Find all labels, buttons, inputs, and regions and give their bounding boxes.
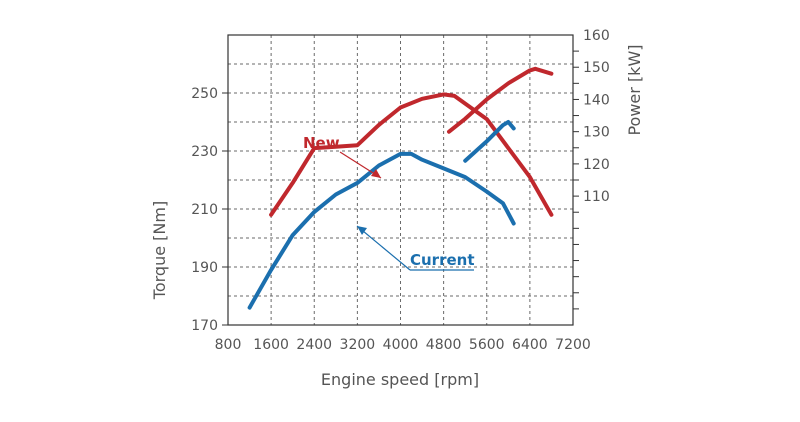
grid <box>228 35 573 325</box>
x-tick-label: 6400 <box>512 337 548 353</box>
series-line-4 <box>463 120 516 163</box>
y-tick-label: 230 <box>191 144 218 160</box>
y2-tick-label: 130 <box>583 125 610 141</box>
x-tick-label: 3200 <box>340 337 376 353</box>
x-tick-label: 4000 <box>383 337 419 353</box>
x-tick-label: 800 <box>215 337 242 353</box>
x-tick-label: 1600 <box>253 337 289 353</box>
y-tick-label: 190 <box>191 260 218 276</box>
x-tick-label: 4800 <box>426 337 462 353</box>
x-axis-title: Engine speed [rpm] <box>321 370 479 389</box>
annotations: New Current <box>303 134 475 271</box>
y-tick-label: 170 <box>191 318 218 334</box>
annotation-new: New <box>303 134 340 152</box>
ticks: 800 1600 2400 3200 4000 4800 5600 6400 7200 170 19… <box>191 28 609 353</box>
y2-tick-label: 140 <box>583 92 610 108</box>
y2-tick-label: 150 <box>583 60 610 76</box>
annotation-new-arrowhead <box>371 169 381 178</box>
annotation-current: Current <box>410 251 475 269</box>
y2-tick-label: 160 <box>583 28 610 44</box>
y2-axis-title: Power [kW] <box>625 44 644 135</box>
x-tick-label: 5600 <box>469 337 505 353</box>
annotation-current-arrowhead <box>357 226 367 235</box>
series-lines <box>247 66 554 310</box>
y-tick-label: 210 <box>191 202 218 218</box>
series-line-2 <box>247 151 516 310</box>
y2-tick-label: 110 <box>583 189 610 205</box>
series-line-1 <box>269 92 554 217</box>
x-tick-label: 7200 <box>555 337 591 353</box>
x-tick-label: 2400 <box>296 337 332 353</box>
annotation-current-leader <box>356 225 411 271</box>
series-line-3 <box>447 66 554 134</box>
y-tick-label: 250 <box>191 86 218 102</box>
y2-tick-label: 120 <box>583 157 610 173</box>
y-axis-title: Torque [Nm] <box>150 201 169 300</box>
